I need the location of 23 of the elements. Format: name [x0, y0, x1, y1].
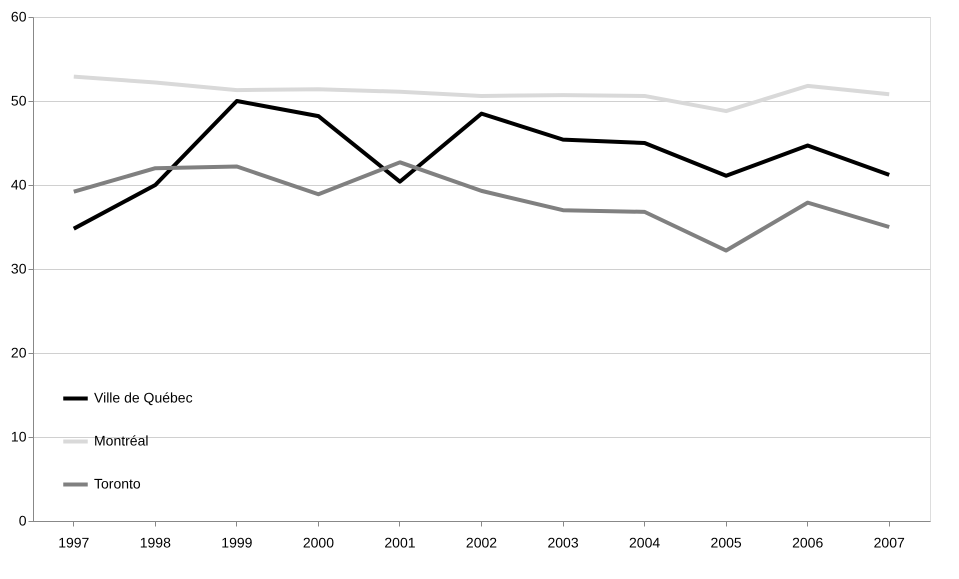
line-series	[72, 160, 892, 253]
x-tick-label: 2003	[547, 534, 579, 550]
legend-label: Montréal	[94, 432, 148, 448]
y-tick-label: 50	[10, 92, 27, 108]
x-tick-label: 2006	[792, 534, 824, 550]
y-tick-label: 20	[10, 344, 27, 360]
x-tick-label: 2000	[302, 534, 334, 550]
x-tick-label: 1999	[221, 534, 253, 550]
legend-label: Ville de Québec	[94, 390, 193, 406]
x-tick-label: 2004	[629, 534, 660, 550]
x-tick-label: 2001	[384, 534, 416, 550]
legend-label: Toronto	[94, 476, 141, 492]
x-tick-label: 1997	[58, 534, 90, 550]
y-tick-label: 60	[10, 8, 27, 24]
x-tick-label: 2007	[874, 534, 906, 550]
y-tick-label: 0	[18, 512, 27, 528]
x-tick-label: 2002	[466, 534, 498, 550]
y-tick-label: 40	[10, 176, 27, 192]
x-tick-label: 2005	[710, 534, 742, 550]
x-tick-label: 1998	[140, 534, 172, 550]
y-tick-label: 10	[10, 428, 27, 444]
line-series	[72, 99, 892, 231]
y-tick-label: 30	[10, 260, 27, 276]
